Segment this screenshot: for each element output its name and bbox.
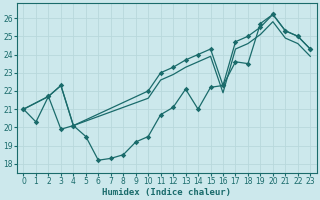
X-axis label: Humidex (Indice chaleur): Humidex (Indice chaleur) xyxy=(102,188,231,197)
